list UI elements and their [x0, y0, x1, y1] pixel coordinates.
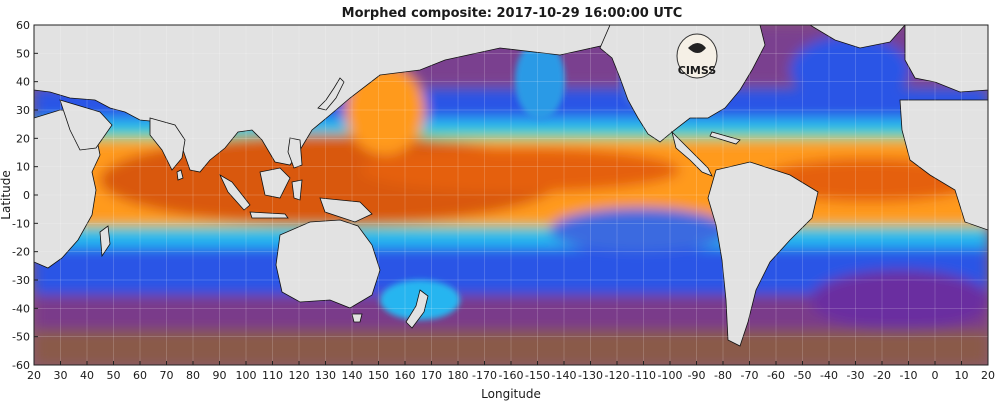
- land-madagascar: [99, 225, 111, 258]
- land-sumatra: [219, 174, 251, 211]
- land-masses: [34, 25, 988, 347]
- x-tick-label: 110: [262, 369, 283, 382]
- chart-title: Morphed composite: 2017-10-29 16:00:00 U…: [342, 6, 683, 21]
- land-japan: [317, 77, 345, 111]
- x-tick-label: 10: [955, 369, 969, 382]
- land-central-america: [671, 130, 713, 177]
- x-tick-label: -10: [900, 369, 918, 382]
- x-tick-label: -130: [578, 369, 603, 382]
- field-westpac-plume: [345, 65, 425, 155]
- x-tick-label: 20: [981, 369, 995, 382]
- x-tick-label: -40: [820, 369, 838, 382]
- y-tick-label: -10: [12, 217, 30, 230]
- y-tick-label: 50: [16, 47, 30, 60]
- land-sri-lanka: [176, 169, 184, 181]
- x-tick-label: 0: [932, 369, 939, 382]
- y-tick-label: -20: [12, 246, 30, 259]
- x-tick-label: -30: [847, 369, 865, 382]
- y-axis-label: Latitude: [0, 170, 13, 219]
- x-tick-label: -140: [552, 369, 577, 382]
- field-eastpac-dry: [550, 208, 730, 252]
- x-tick-label: 120: [289, 369, 310, 382]
- x-tick-label: 170: [421, 369, 442, 382]
- x-tick-label: -90: [688, 369, 706, 382]
- land-south-america: [707, 161, 819, 347]
- land-greenland: [809, 25, 906, 49]
- x-tick-label: -60: [767, 369, 785, 382]
- y-tick-label: -30: [12, 274, 30, 287]
- y-tick-label: 60: [16, 19, 30, 32]
- x-tick-label: -170: [472, 369, 497, 382]
- x-tick-label: 100: [236, 369, 257, 382]
- x-tick-label: 70: [160, 369, 174, 382]
- y-tick-label: 0: [23, 189, 30, 202]
- cimss-logo-swirl: [688, 43, 706, 53]
- x-tick-label: 130: [315, 369, 336, 382]
- x-tick-label: -110: [631, 369, 656, 382]
- x-tick-label: 90: [213, 369, 227, 382]
- land-borneo: [259, 167, 291, 199]
- y-tick-label: -40: [12, 302, 30, 315]
- x-tick-label: 50: [107, 369, 121, 382]
- land-new-zealand: [405, 289, 429, 329]
- field-pacific-core: [360, 148, 680, 192]
- x-tick-label: 60: [133, 369, 147, 382]
- land-cuba: [709, 131, 741, 145]
- x-tick-label: 140: [342, 369, 363, 382]
- land-west-africa: [899, 99, 988, 231]
- y-axis-ticks: 60 50 40 30 20 10 0 -10 -20 -30 -40 -50 -60: [12, 19, 38, 372]
- land-tasmania: [351, 313, 363, 323]
- land-new-guinea: [319, 197, 373, 223]
- x-tick-label: 160: [395, 369, 416, 382]
- land-europe: [904, 25, 988, 93]
- graticule: [34, 25, 988, 365]
- x-tick-label: -20: [873, 369, 891, 382]
- y-tick-label: 10: [16, 161, 30, 174]
- land-india: [149, 117, 186, 171]
- x-tick-label: -150: [525, 369, 550, 382]
- x-tick-label: -120: [605, 369, 630, 382]
- y-tick-label: -60: [12, 359, 30, 372]
- x-axis-ticks: 20 30 40 50 60 70 80 90 100 110 120 130 140 150 160 170…: [27, 361, 995, 382]
- y-tick-label: 40: [16, 76, 30, 89]
- x-tick-label: 180: [448, 369, 469, 382]
- y-tick-label: 30: [16, 104, 30, 117]
- y-tick-label: 20: [16, 132, 30, 145]
- land-australia: [275, 219, 381, 309]
- x-tick-label: -80: [714, 369, 732, 382]
- x-tick-label: 150: [368, 369, 389, 382]
- land-arabia: [59, 99, 113, 151]
- x-tick-label: 30: [54, 369, 68, 382]
- field-plume-1: [515, 40, 565, 120]
- land-java: [249, 211, 289, 219]
- y-tick-label: -50: [12, 331, 30, 344]
- x-tick-label: 20: [27, 369, 41, 382]
- field-south-brown: [34, 330, 988, 365]
- x-tick-label: -70: [741, 369, 759, 382]
- x-tick-label: -50: [794, 369, 812, 382]
- x-tick-label: -160: [499, 369, 524, 382]
- cimss-logo-text: CIMSS: [678, 64, 717, 77]
- x-tick-label: 40: [80, 369, 94, 382]
- cimss-logo: CIMSS: [676, 33, 718, 79]
- x-axis-label: Longitude: [481, 387, 541, 401]
- field-southatl-dry: [810, 270, 988, 330]
- x-tick-label: -100: [658, 369, 683, 382]
- land-philippines: [287, 137, 303, 169]
- field-northatl-swirl: [790, 35, 910, 105]
- x-tick-label: 80: [186, 369, 200, 382]
- cimss-logo-globe: [676, 33, 718, 79]
- land-sulawesi: [291, 179, 303, 201]
